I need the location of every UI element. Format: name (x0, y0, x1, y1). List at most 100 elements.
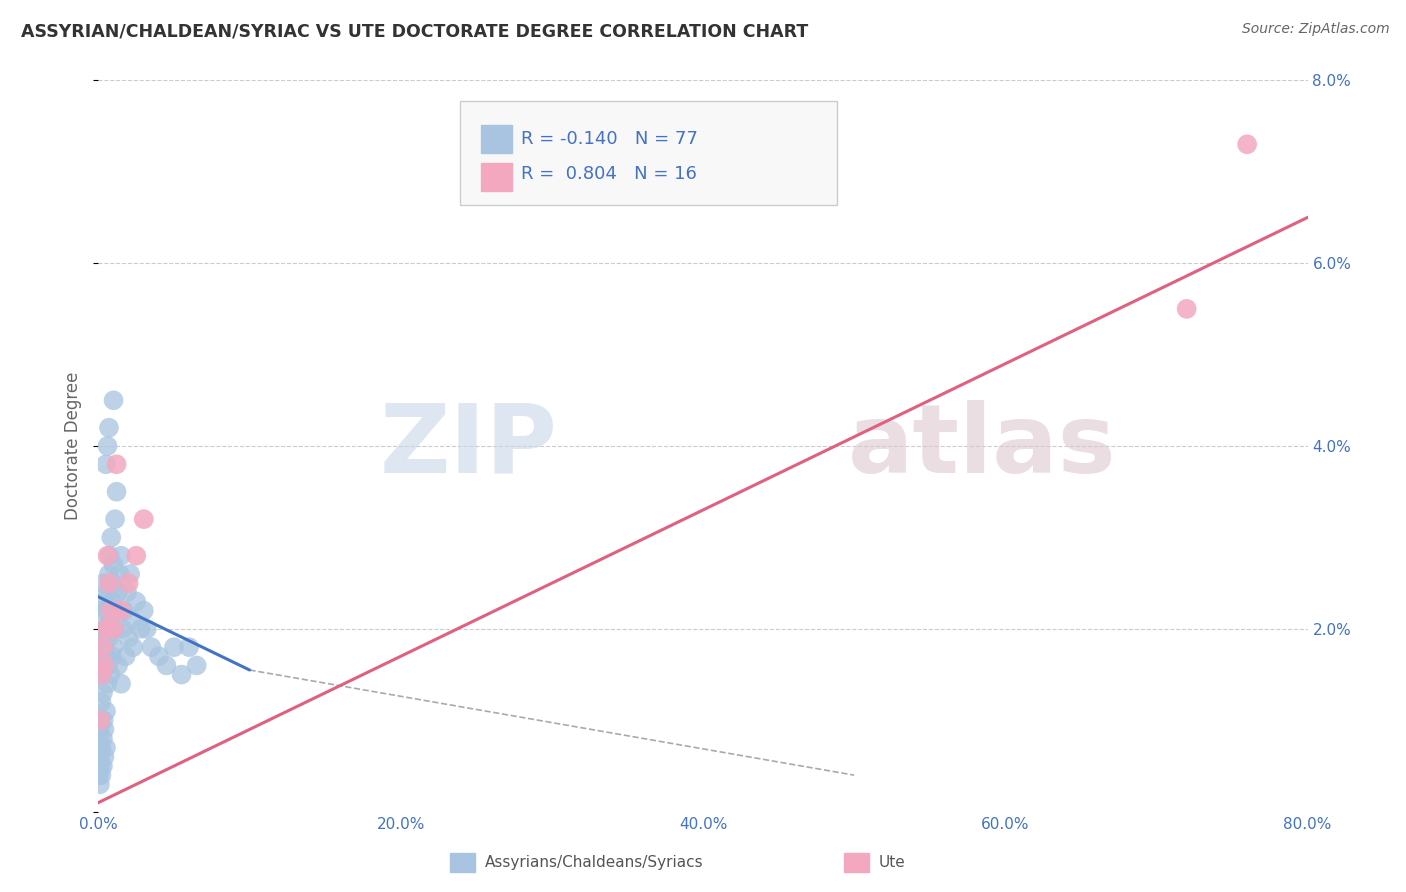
Point (132, 603, 155, 617)
Point (105, 457, 128, 471)
Point (91, 603, 114, 617)
Point (120, 567, 142, 582)
Text: Assyrians/Chaldeans/Syriacs: Assyrians/Chaldeans/Syriacs (485, 855, 703, 870)
Point (103, 640, 125, 655)
Point (98, 549, 121, 563)
Point (94, 704, 117, 718)
Point (110, 549, 132, 563)
Point (97, 658, 120, 673)
Point (107, 585, 129, 599)
Point (104, 512, 127, 526)
Point (96, 585, 118, 599)
Point (101, 649, 124, 664)
Point (89, 714, 111, 728)
Point (141, 640, 163, 655)
Point (93, 749, 115, 764)
Point (100, 603, 122, 617)
Point (132, 512, 155, 526)
Point (103, 622, 125, 636)
Point (170, 667, 193, 681)
Point (93, 658, 115, 673)
Point (98, 421, 121, 435)
Text: Ute: Ute (879, 855, 905, 870)
Point (100, 667, 122, 681)
Point (163, 640, 186, 655)
Point (90, 759, 112, 773)
Point (155, 658, 177, 673)
Point (114, 649, 136, 664)
Point (89, 749, 111, 764)
Point (103, 393, 125, 408)
Point (90, 740, 112, 755)
Point (96, 676, 118, 690)
Point (94, 457, 117, 471)
Point (93, 658, 115, 673)
Point (89, 667, 111, 681)
Point (105, 603, 128, 617)
Text: Source: ZipAtlas.com: Source: ZipAtlas.com (1241, 22, 1389, 37)
Point (94, 649, 117, 664)
Point (96, 603, 118, 617)
Point (118, 631, 141, 645)
Point (90, 695, 112, 709)
Point (93, 640, 115, 655)
Point (90, 658, 112, 673)
Text: ASSYRIAN/CHALDEAN/SYRIAC VS UTE DOCTORATE DEGREE CORRELATION CHART: ASSYRIAN/CHALDEAN/SYRIAC VS UTE DOCTORAT… (21, 22, 808, 40)
Point (108, 567, 131, 582)
Point (105, 484, 128, 499)
Point (96, 439, 118, 453)
Point (115, 585, 138, 599)
Point (93, 594, 115, 608)
Point (101, 594, 124, 608)
Point (94, 622, 117, 636)
Point (98, 631, 121, 645)
Point (91, 686, 114, 700)
Point (93, 723, 115, 737)
Point (111, 622, 134, 636)
Point (100, 530, 122, 544)
Point (90, 667, 112, 681)
Point (94, 740, 117, 755)
Text: R = -0.140   N = 77: R = -0.140 N = 77 (520, 130, 697, 148)
Point (91, 640, 114, 655)
Point (98, 567, 121, 582)
Point (91, 667, 114, 681)
Point (89, 768, 111, 782)
Point (107, 658, 129, 673)
Point (112, 603, 135, 617)
Point (125, 549, 148, 563)
Point (186, 658, 208, 673)
Point (100, 613, 122, 627)
Point (148, 649, 170, 664)
Point (90, 714, 112, 728)
Point (125, 594, 148, 608)
Text: R =  0.804   N = 16: R = 0.804 N = 16 (520, 165, 696, 184)
Point (91, 731, 114, 746)
Point (1175, 301, 1198, 316)
Point (90, 622, 112, 636)
Point (89, 640, 111, 655)
Text: atlas: atlas (848, 400, 1116, 492)
Point (93, 714, 115, 728)
Point (1236, 137, 1258, 152)
Point (118, 576, 141, 591)
Point (94, 622, 117, 636)
Point (135, 622, 157, 636)
Y-axis label: Doctorate Degree: Doctorate Degree (65, 372, 83, 520)
Point (129, 622, 152, 636)
Point (179, 640, 201, 655)
Point (98, 576, 121, 591)
Point (96, 549, 118, 563)
Point (101, 576, 124, 591)
Point (121, 613, 143, 627)
Point (110, 603, 132, 617)
Point (93, 576, 115, 591)
Point (90, 768, 112, 782)
Point (103, 558, 125, 572)
Point (122, 640, 145, 655)
Point (91, 631, 114, 645)
Point (89, 777, 111, 791)
Point (110, 676, 132, 690)
Text: ZIP: ZIP (380, 400, 558, 492)
Point (89, 723, 111, 737)
